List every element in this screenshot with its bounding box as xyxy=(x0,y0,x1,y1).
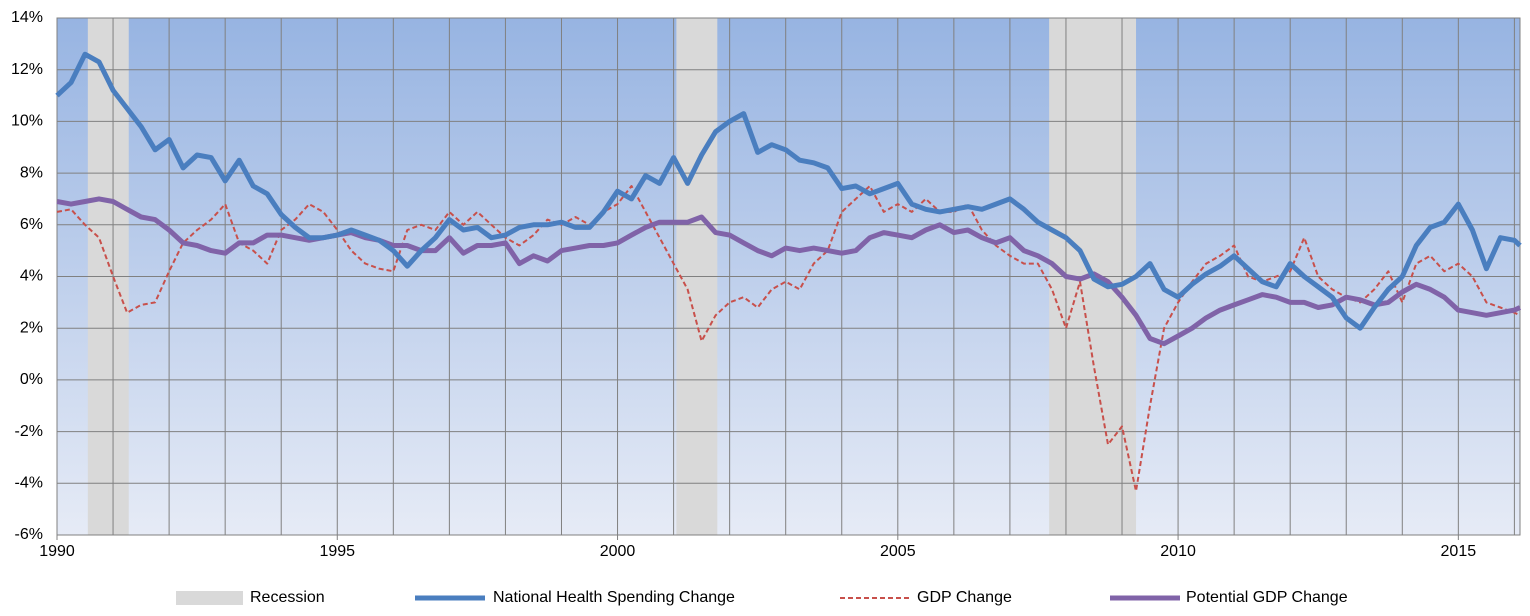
legend-label: National Health Spending Change xyxy=(493,589,735,606)
x-tick-label: 2005 xyxy=(880,543,916,560)
y-tick-label: 10% xyxy=(11,113,43,130)
y-tick-label: 12% xyxy=(11,61,43,78)
y-tick-label: 8% xyxy=(20,164,43,181)
x-tick-label: 2015 xyxy=(1441,543,1477,560)
legend-label: GDP Change xyxy=(917,589,1012,606)
legend-label: Potential GDP Change xyxy=(1186,589,1348,606)
y-tick-label: 0% xyxy=(20,371,43,388)
y-tick-label: -6% xyxy=(15,526,43,543)
legend-label: Recession xyxy=(250,589,325,606)
x-tick-label: 1990 xyxy=(39,543,75,560)
y-tick-label: 6% xyxy=(20,216,43,233)
series-line xyxy=(56,196,1522,347)
series-line xyxy=(55,51,1522,331)
x-tick-label: 1995 xyxy=(319,543,355,560)
plot-border xyxy=(56,17,1521,536)
x-tick-label: 2000 xyxy=(600,543,636,560)
y-tick-label: 14% xyxy=(11,9,43,26)
y-tick-label: 2% xyxy=(20,319,43,336)
x-tick-label: 2010 xyxy=(1160,543,1196,560)
y-tick-label: -4% xyxy=(15,475,43,492)
y-tick-label: -2% xyxy=(15,423,43,440)
y-tick-label: 4% xyxy=(20,268,43,285)
legend-swatch xyxy=(176,591,243,605)
